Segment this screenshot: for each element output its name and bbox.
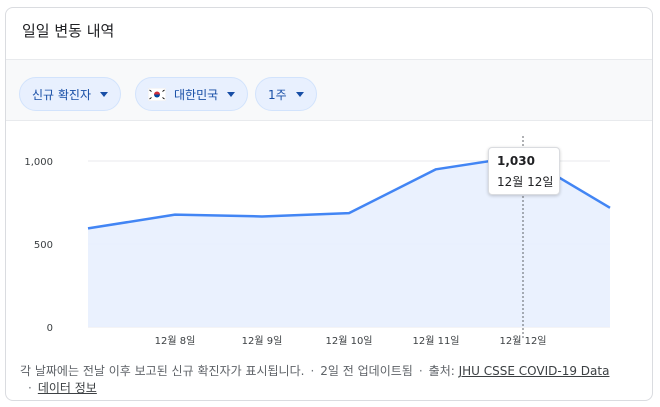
chevron-down-icon <box>100 91 109 97</box>
area-fill <box>88 156 610 327</box>
filter-toolbar: 신규 확진자 대한민국 1주 <box>6 59 652 121</box>
south-korea-flag-icon <box>148 87 166 101</box>
source-link[interactable]: JHU CSSE COVID-19 Data <box>458 364 610 378</box>
tooltip-value: 1,030 <box>497 154 535 168</box>
x-tick-label: 12월 12일 <box>499 335 546 347</box>
region-filter-label: 대한민국 <box>174 87 219 102</box>
metric-filter-chip[interactable]: 신규 확진자 <box>19 77 122 111</box>
region-filter-chip[interactable]: 대한민국 <box>135 77 249 111</box>
x-tick-label: 12월 8일 <box>155 335 196 347</box>
footer-source-label: 출처: <box>428 364 455 378</box>
footer-updated: 2일 전 업데이트됨 <box>320 364 413 378</box>
chart-tooltip: 1,030 12월 12일 <box>488 147 560 195</box>
metric-filter-label: 신규 확진자 <box>32 87 92 102</box>
footer-note: 각 날짜에는 전날 이후 보고된 신규 확진자가 표시됩니다. <box>20 364 305 378</box>
y-tick-label: 0 <box>47 323 53 334</box>
daily-change-card: 일일 변동 내역 신규 확진자 대한민국 1주 0 500 1,000 12월 8일 1 <box>5 7 653 401</box>
y-tick-label: 1,000 <box>24 157 53 168</box>
x-tick-label: 12월 9일 <box>242 335 283 347</box>
x-tick-label: 12월 10일 <box>325 335 372 347</box>
x-tick-label: 12월 11일 <box>412 335 459 347</box>
data-info-link[interactable]: 데이터 정보 <box>37 381 97 395</box>
chevron-down-icon <box>295 91 304 97</box>
chart-footer: 각 날짜에는 전날 이후 보고된 신규 확진자가 표시됩니다. · 2일 전 업데이… <box>20 364 610 395</box>
chevron-down-icon <box>227 91 236 97</box>
daily-cases-chart[interactable]: 0 500 1,000 12월 8일 12월 9일 12월 10일 12월 11일 12월 1… <box>6 120 652 360</box>
period-filter-label: 1주 <box>268 87 287 102</box>
period-filter-chip[interactable]: 1주 <box>255 77 317 111</box>
tooltip-date: 12월 12일 <box>497 175 554 189</box>
y-tick-label: 500 <box>34 240 53 251</box>
card-title: 일일 변동 내역 <box>22 22 115 40</box>
